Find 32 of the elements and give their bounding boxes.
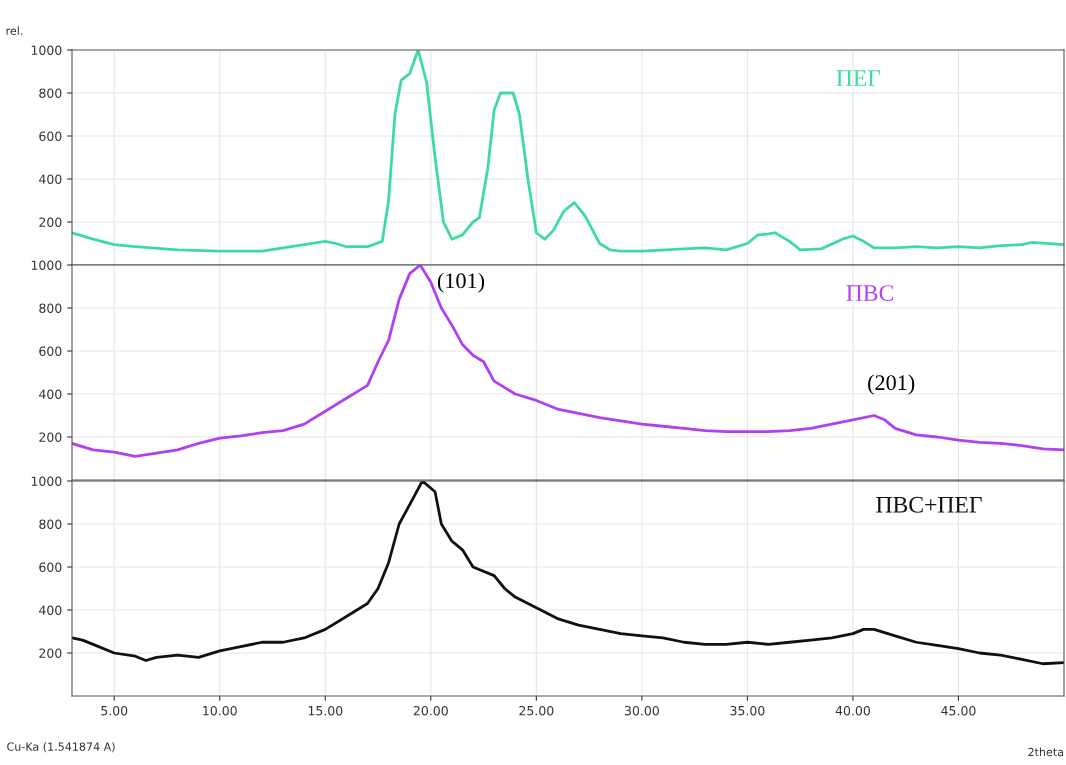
- x-tick-label: 10.00: [203, 705, 237, 716]
- x-tick-label: 30.00: [624, 705, 659, 716]
- x-tick-label: 45.00: [941, 705, 976, 716]
- text: Cu-Ka (1.541874 A): [7, 742, 115, 753]
- y-tick-label: 800: [39, 88, 62, 98]
- y-tick-label: 400: [39, 389, 62, 399]
- y-tick-label: 800: [39, 303, 62, 313]
- y-tick-label: 400: [39, 605, 62, 615]
- x-tick-label: 15.00: [308, 705, 343, 716]
- annotation: (201): [868, 374, 915, 395]
- y-axis-title: rel.: [6, 26, 23, 35]
- y-tick-label: 800: [39, 519, 62, 529]
- x-tick-label: 40.00: [835, 705, 870, 716]
- y-tick-label: 600: [39, 131, 62, 141]
- y-tick-label: 1000: [31, 45, 62, 55]
- annotation: (101): [437, 272, 485, 293]
- y-tick-label: 200: [39, 648, 62, 658]
- text: ПВС: [846, 285, 894, 302]
- y-tick-label: 600: [39, 346, 62, 356]
- text: ПВС+ПЕГ: [876, 496, 982, 513]
- y-tick-label: 200: [39, 217, 62, 227]
- y-tick-label: 1000: [31, 476, 62, 486]
- x-axis-title: 2theta: [1028, 747, 1063, 757]
- x-tick-label: 20.00: [413, 705, 448, 716]
- y-tick-label: 1000: [31, 260, 62, 270]
- y-tick-label: 400: [39, 174, 62, 184]
- y-tick-label: 200: [39, 432, 62, 442]
- x-tick-label: 35.00: [730, 705, 765, 716]
- x-tick-label: 5.00: [101, 705, 128, 716]
- text: ПЕГ: [836, 70, 881, 86]
- x-tick-label: 25.00: [519, 705, 554, 716]
- y-tick-label: 600: [39, 562, 62, 572]
